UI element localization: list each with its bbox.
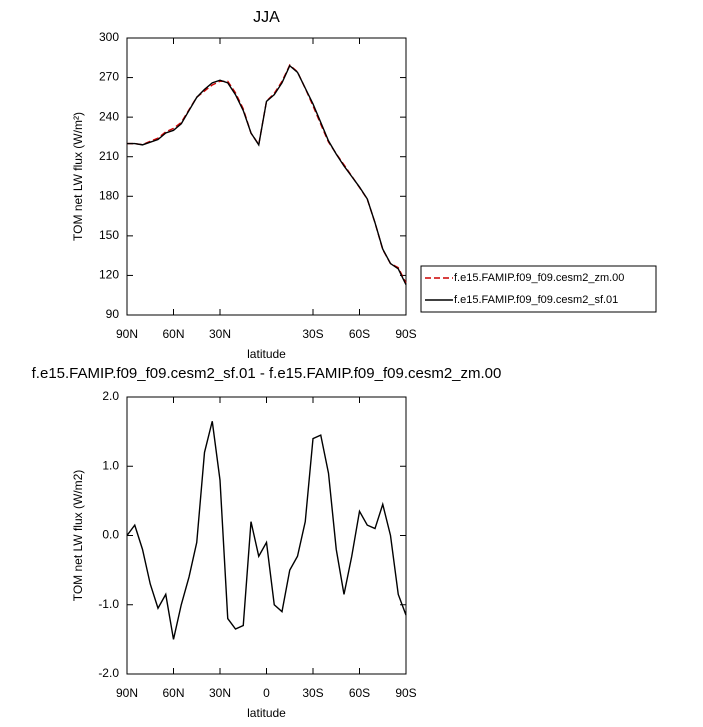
- y-tick-label: 210: [99, 149, 119, 163]
- series-line: [127, 64, 407, 285]
- y-tick-label: 120: [99, 268, 119, 282]
- y-tick-label: 240: [99, 109, 119, 123]
- x-tick-label: 90S: [395, 327, 416, 341]
- chart-title: JJA: [253, 9, 280, 26]
- x-tick-label: 30S: [302, 686, 323, 700]
- series-line: [126, 63, 407, 284]
- legend-label: f.e15.FAMIP.f09_f09.cesm2_zm.00: [454, 272, 624, 284]
- y-axis-label: TOM net LW flux (W/m2): [71, 470, 85, 602]
- x-tick-label: 30N: [209, 686, 231, 700]
- y-tick-label: 150: [99, 228, 119, 242]
- x-tick-label: 30N: [209, 327, 231, 341]
- y-tick-label: 180: [99, 188, 119, 202]
- x-tick-label: 90S: [395, 686, 416, 700]
- legend-box: [420, 265, 657, 313]
- y-tick-label: 90: [106, 307, 120, 321]
- y-tick-label: 1.0: [102, 458, 119, 472]
- x-tick-label: 60N: [162, 686, 184, 700]
- plot-frame: [126, 396, 407, 675]
- y-tick-label: 0.0: [102, 528, 119, 542]
- x-tick-label: 90N: [116, 327, 138, 341]
- x-tick-label: 60N: [162, 327, 184, 341]
- x-tick-label: 60S: [349, 327, 370, 341]
- y-tick-label: 2.0: [102, 389, 119, 403]
- x-tick-label: 30S: [302, 327, 323, 341]
- x-tick-label: 60S: [349, 686, 370, 700]
- y-tick-label: 300: [99, 30, 119, 44]
- x-axis-label: latitude: [247, 706, 286, 720]
- y-axis-label: TOM net LW flux (W/m²): [71, 112, 85, 241]
- x-axis-label: latitude: [247, 347, 286, 361]
- x-tick-label: 90N: [116, 686, 138, 700]
- x-tick-label: 0: [263, 686, 270, 700]
- plot-frame: [126, 37, 407, 316]
- legend-label: f.e15.FAMIP.f09_f09.cesm2_sf.01: [454, 294, 618, 306]
- series-line: [126, 421, 407, 640]
- y-tick-label: 270: [99, 70, 119, 84]
- y-tick-label: -2.0: [98, 666, 119, 680]
- chart-title: f.e15.FAMIP.f09_f09.cesm2_sf.01 - f.e15.…: [32, 365, 502, 382]
- y-tick-label: -1.0: [98, 597, 119, 611]
